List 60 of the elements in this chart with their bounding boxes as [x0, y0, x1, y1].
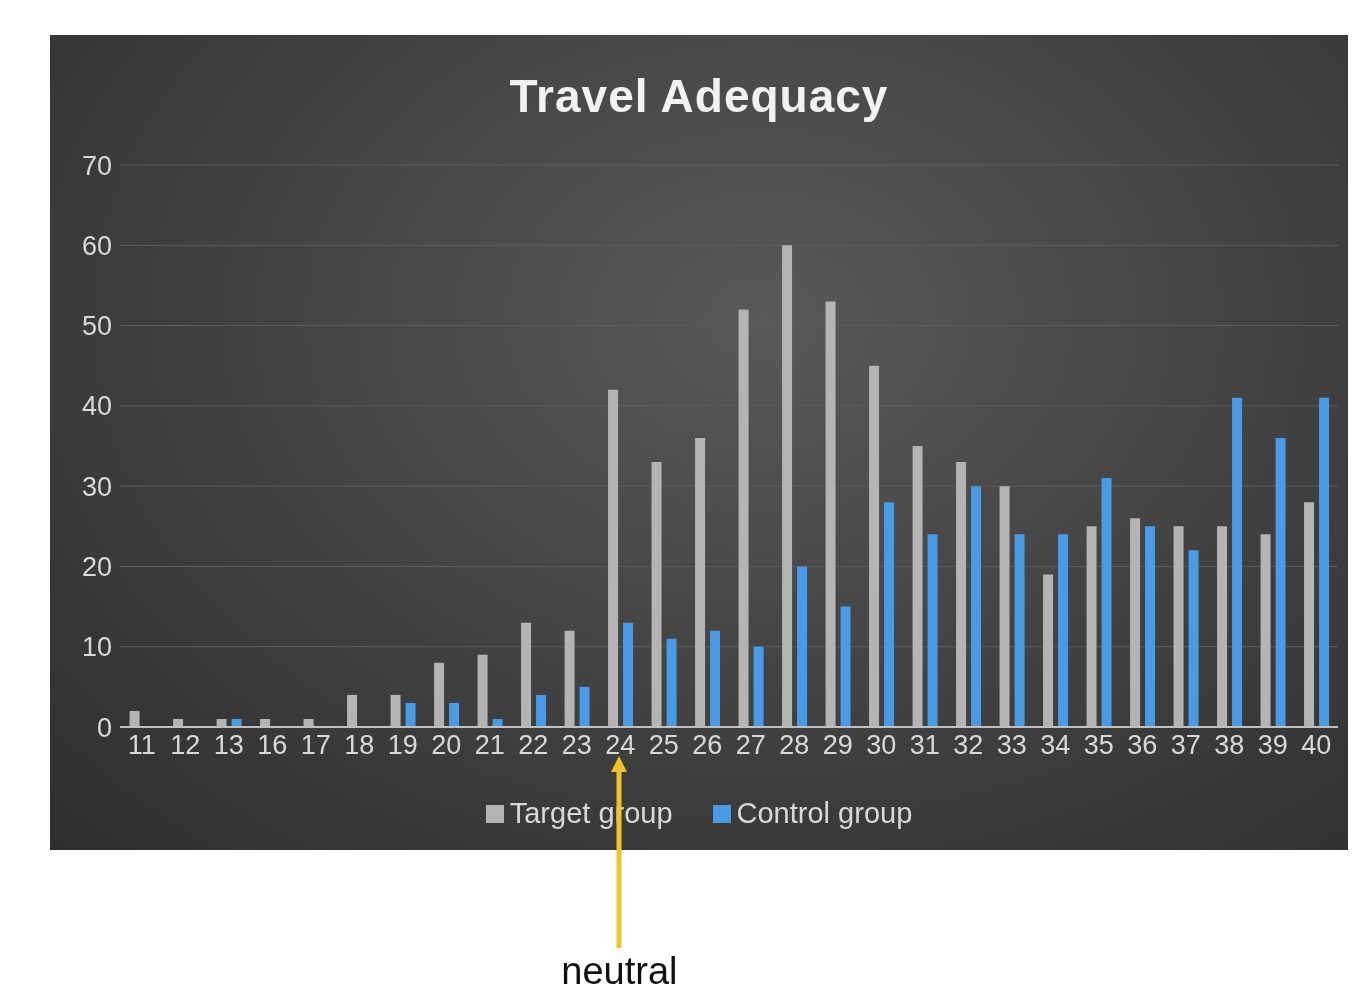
x-tick-label: 26	[692, 730, 723, 761]
y-tick-label: 70	[81, 150, 112, 181]
x-tick-label: 24	[605, 730, 636, 761]
bar	[666, 638, 677, 727]
text: neutral	[560, 950, 679, 993]
x-tick-label: 23	[561, 730, 592, 761]
x-tick-label: 38	[1214, 730, 1245, 761]
y-tick-label: 20	[81, 552, 112, 583]
x-tick-label: 30	[866, 730, 897, 761]
bar	[1101, 478, 1112, 727]
bar	[710, 630, 721, 727]
x-tick-label: 11	[127, 730, 156, 761]
x-tick-label: 40	[1301, 730, 1332, 761]
bar	[927, 534, 938, 727]
x-tick-label: 27	[735, 730, 766, 761]
x-tick-label: 13	[213, 730, 244, 761]
x-tick-label: 16	[257, 730, 288, 761]
chart-title: Travel Adequacy	[508, 69, 890, 123]
x-tick-label: 18	[344, 730, 375, 761]
x-tick-label: 33	[996, 730, 1027, 761]
x-tick-label: 36	[1127, 730, 1158, 761]
x-tick-label: 32	[953, 730, 984, 761]
bar	[1014, 534, 1025, 727]
bar	[1058, 534, 1069, 727]
bar	[753, 646, 764, 727]
x-tick-label: 20	[431, 730, 462, 761]
bar	[449, 702, 460, 727]
y-tick-label: 0	[96, 712, 112, 743]
y-tick-label: 50	[81, 311, 112, 342]
x-tick-label: 12	[170, 730, 201, 761]
x-tick-label: 35	[1083, 730, 1114, 761]
x-tick-label: 19	[387, 730, 418, 761]
x-tick-label: 22	[518, 730, 549, 761]
x-tick-label: 17	[300, 730, 331, 761]
bar	[840, 606, 851, 727]
x-tick-label: 37	[1170, 730, 1201, 761]
bar	[1275, 437, 1286, 727]
x-tick-label: 34	[1040, 730, 1071, 761]
y-tick-label: 30	[81, 471, 112, 502]
bar	[797, 566, 808, 727]
y-tick-label: 60	[81, 230, 112, 261]
legend-label: Control group	[736, 797, 913, 830]
bar	[1145, 526, 1156, 727]
x-tick-label: 28	[779, 730, 810, 761]
bar	[623, 622, 634, 727]
bar	[1319, 397, 1330, 727]
x-tick-label: 31	[909, 730, 940, 761]
bar	[884, 502, 895, 727]
y-tick-label: 10	[81, 632, 112, 663]
x-tick-label: 25	[648, 730, 679, 761]
bar	[1232, 397, 1243, 727]
bar	[971, 486, 982, 727]
bar	[405, 702, 416, 727]
bar	[579, 686, 590, 727]
x-tick-label: 29	[822, 730, 853, 761]
y-tick-label: 40	[81, 391, 112, 422]
x-tick-label: 21	[474, 730, 505, 761]
bar	[1188, 550, 1199, 727]
x-tick-label: 39	[1257, 730, 1288, 761]
bar	[536, 694, 547, 727]
